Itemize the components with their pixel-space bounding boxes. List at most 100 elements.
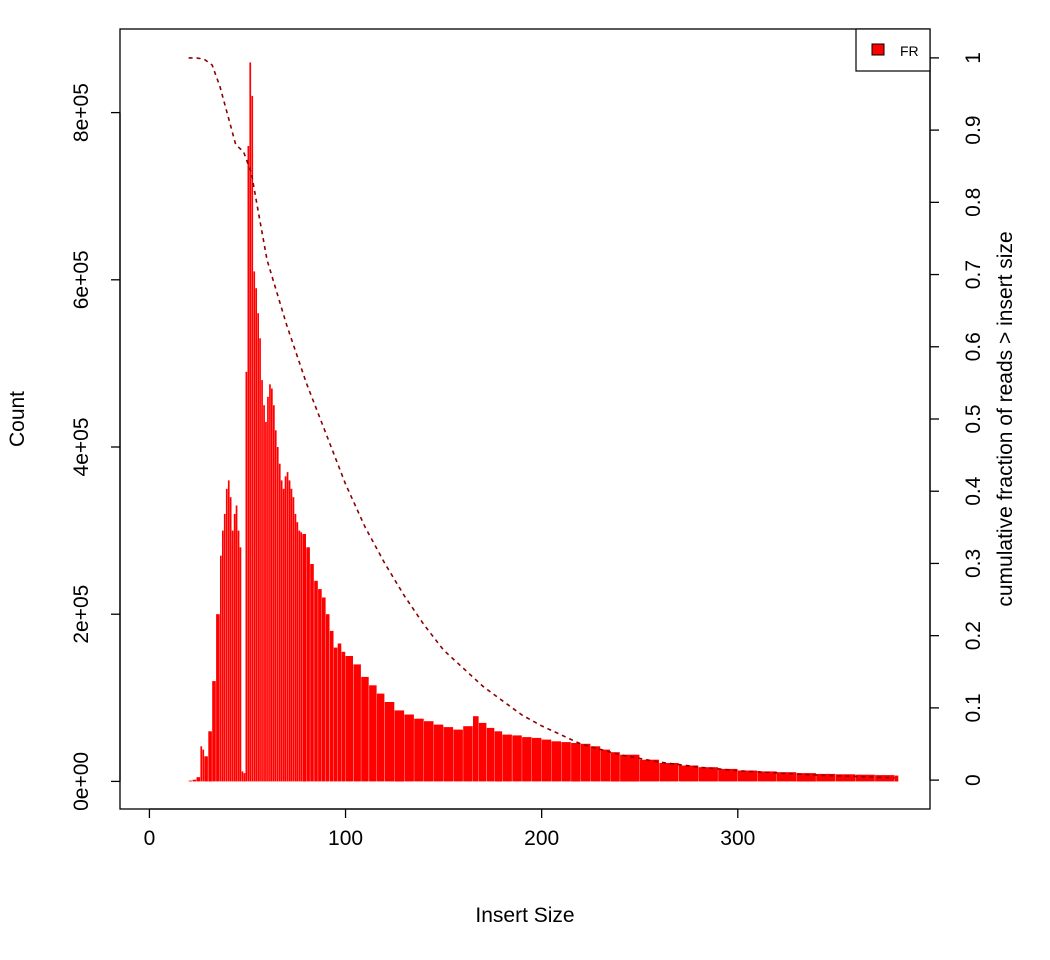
bar	[290, 488, 293, 782]
bar	[590, 746, 601, 782]
bar	[777, 772, 797, 782]
cumulative-fraction-line	[188, 57, 895, 779]
bar	[222, 530, 224, 782]
bar	[231, 530, 234, 782]
bar	[486, 727, 495, 782]
secondary-y-axis-title: cumulative fraction of reads > insert si…	[994, 231, 1017, 606]
plot-frame	[119, 28, 931, 810]
legend-label-fr: FR	[900, 43, 919, 59]
bar	[345, 656, 353, 782]
bar	[443, 727, 454, 782]
bar	[233, 513, 236, 782]
bar	[561, 742, 571, 782]
y2-tick-label: 0.2	[962, 621, 985, 650]
bar	[188, 780, 193, 782]
bar	[659, 763, 679, 782]
bar	[796, 773, 816, 782]
y2-tick-label: 0.7	[962, 260, 985, 289]
bar	[502, 734, 512, 782]
bar	[337, 643, 342, 782]
bar	[718, 768, 738, 782]
bar	[600, 749, 610, 782]
y-tick-label: 0e+00	[70, 752, 93, 811]
bar	[639, 759, 659, 782]
bar	[384, 702, 395, 782]
x-tick-label: 100	[328, 827, 363, 850]
bar	[300, 532, 303, 782]
bar	[329, 630, 334, 782]
bar	[202, 749, 205, 782]
bar	[353, 664, 361, 782]
bar	[306, 547, 310, 782]
bar	[453, 729, 463, 782]
bar	[269, 384, 271, 782]
bar	[229, 497, 232, 782]
bar	[273, 405, 275, 782]
x-tick-label: 0	[144, 827, 156, 850]
y2-tick-label: 0.1	[962, 693, 985, 722]
bar	[369, 685, 377, 782]
bar	[698, 767, 718, 782]
bar	[580, 743, 591, 782]
bar	[249, 62, 252, 782]
bar	[278, 463, 281, 782]
bar	[286, 472, 289, 782]
bar	[875, 775, 895, 782]
bar	[267, 396, 269, 782]
bar	[288, 480, 291, 782]
bar	[318, 589, 322, 782]
y-tick-label: 2e+05	[70, 585, 93, 644]
bar	[261, 380, 263, 782]
bar	[276, 447, 279, 782]
bar	[571, 743, 581, 782]
bar	[284, 476, 287, 782]
bar	[414, 718, 424, 782]
bar	[322, 597, 326, 782]
bar	[204, 756, 208, 782]
bar	[239, 547, 242, 782]
y-axis: 0e+00 2e+05 4e+05 6e+05 8e+05	[70, 83, 121, 811]
y-tick-label: 8e+05	[70, 83, 93, 142]
bar	[241, 771, 244, 782]
legend: FR	[855, 28, 931, 72]
bar	[208, 731, 212, 782]
legend-box	[855, 28, 931, 72]
bar	[551, 741, 561, 782]
bar	[294, 513, 297, 782]
y2-tick-label: 0.9	[962, 115, 985, 144]
bar	[610, 752, 620, 782]
bar	[325, 614, 330, 782]
bar	[263, 405, 265, 782]
bar	[424, 721, 434, 782]
bar	[679, 765, 699, 782]
bar	[235, 505, 238, 782]
bar	[255, 288, 257, 782]
bar	[512, 735, 522, 782]
x-axis: 0 100 200 300	[144, 808, 755, 850]
bar	[394, 710, 405, 782]
bar	[333, 647, 338, 782]
bar	[620, 754, 640, 782]
y2-tick-label: 0.8	[962, 188, 985, 217]
bar	[212, 681, 216, 782]
bar	[282, 488, 285, 782]
bar	[271, 388, 273, 782]
bar	[314, 580, 318, 782]
bar	[296, 522, 299, 782]
bar	[243, 773, 246, 782]
bar	[531, 737, 542, 782]
bar	[894, 775, 899, 782]
x-tick-label: 300	[720, 827, 755, 850]
bar	[253, 271, 256, 782]
bar	[265, 421, 267, 782]
y-axis-title: Count	[6, 391, 29, 447]
bar	[251, 95, 254, 782]
legend-swatch-fr	[871, 43, 885, 56]
bar	[280, 480, 283, 782]
bar	[245, 371, 248, 782]
y-tick-label: 4e+05	[70, 418, 93, 477]
bar	[302, 534, 306, 782]
secondary-y-axis: 0 0.1 0.2 0.3 0.4 0.5 0.6 0.7 0.8 0.9 1	[929, 52, 985, 786]
bar	[225, 488, 228, 782]
